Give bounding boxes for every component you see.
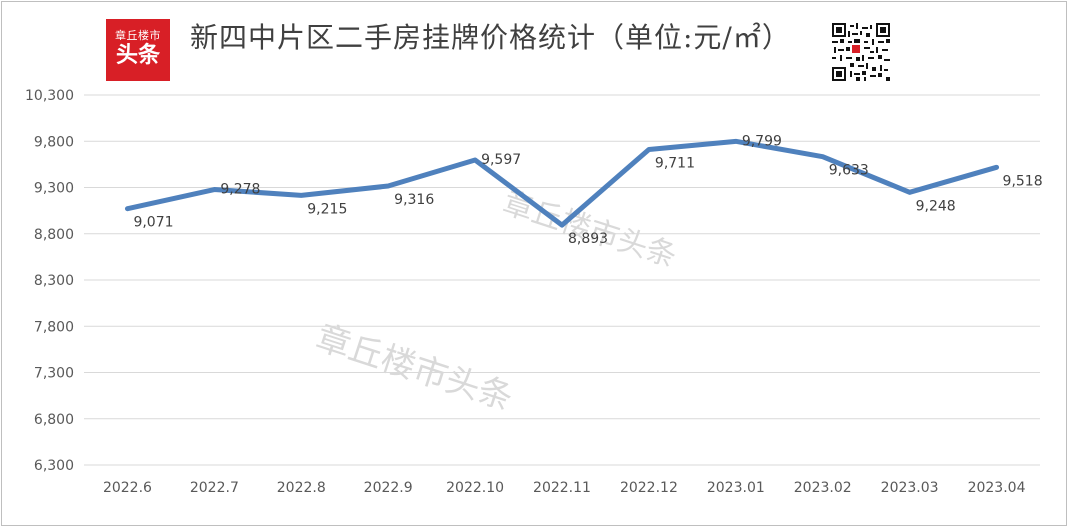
gridlines	[84, 94, 1040, 466]
logo-top-text: 章丘楼市	[115, 29, 161, 42]
data-label: 9,316	[394, 192, 434, 208]
y-tick-label: 7,300	[34, 366, 74, 382]
y-axis-labels: 6,300 6,800 7,300 7,800 8,300 8,800 9,300 9,800…	[25, 88, 74, 474]
x-tick-label: 2022.11	[533, 480, 591, 496]
data-labels: 9,071 9,278 9,215 9,316 9,597 8,893 9,711 9,799…	[133, 133, 1042, 247]
x-axis-labels: 2022.6 2022.7 2022.8 2022.9 2022.10 2022.11 20…	[103, 480, 1026, 496]
data-label: 9,248	[916, 198, 956, 214]
x-tick-label: 2023.01	[707, 480, 765, 496]
y-tick-label: 10,300	[25, 88, 74, 104]
x-tick-label: 2022.10	[446, 480, 504, 496]
series-line-path	[124, 138, 1000, 228]
chart-title: 新四中片区二手房挂牌价格统计（单位:元/㎡）	[190, 21, 791, 54]
logo: 章丘楼市 头条	[106, 19, 170, 81]
data-label: 8,893	[568, 231, 608, 247]
y-tick-label: 9,800	[34, 134, 74, 150]
y-tick-label: 6,300	[34, 458, 74, 474]
logo-main-text: 头条	[115, 43, 160, 68]
x-tick-label: 2022.12	[620, 480, 678, 496]
x-tick-label: 2022.7	[190, 480, 239, 496]
series-line	[124, 138, 1000, 228]
x-tick-label: 2022.8	[277, 480, 326, 496]
data-label: 9,215	[307, 201, 347, 217]
x-tick-label: 2023.03	[881, 480, 939, 496]
y-tick-label: 7,800	[34, 319, 74, 335]
data-label: 9,278	[220, 182, 260, 198]
x-tick-label: 2023.04	[968, 480, 1026, 496]
x-tick-label: 2023.02	[794, 480, 852, 496]
data-label: 9,799	[742, 133, 782, 149]
data-label: 9,633	[829, 163, 869, 179]
y-tick-label: 8,800	[34, 227, 74, 243]
x-tick-label: 2022.9	[364, 480, 413, 496]
data-label: 9,071	[133, 215, 173, 231]
y-tick-label: 8,300	[34, 273, 74, 289]
data-label: 9,711	[655, 155, 695, 171]
y-tick-label: 9,300	[34, 181, 74, 197]
x-tick-label: 2022.6	[103, 480, 152, 496]
qr-code-icon	[832, 23, 890, 81]
data-label: 9,518	[1003, 173, 1043, 189]
data-label: 9,597	[481, 152, 521, 168]
y-tick-label: 6,800	[34, 412, 74, 428]
